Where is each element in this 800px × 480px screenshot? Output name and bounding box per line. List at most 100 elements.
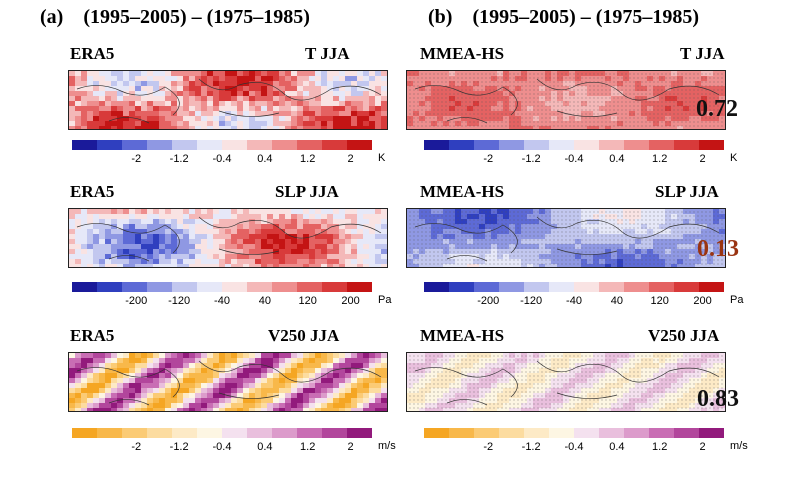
map-field [69, 353, 387, 411]
coastline [76, 216, 382, 262]
colorbar-swatch [474, 140, 499, 150]
correlation-value: 0.83 [697, 386, 739, 412]
map-panel [68, 70, 388, 130]
coastline [76, 78, 382, 124]
map-panel [406, 352, 726, 412]
colorbar-tick-label: -2 [483, 153, 494, 165]
panel-variable-label: V250 JJA [648, 326, 720, 345]
colorbar-swatch [449, 428, 474, 438]
colorbar-tick-label: 0.4 [609, 153, 625, 165]
map-field [69, 71, 387, 129]
panel-variable-label: T JJA [305, 44, 350, 63]
colorbar-swatch [172, 140, 197, 150]
colorbar-tick-label: 120 [650, 295, 669, 307]
colorbar-swatch [674, 140, 699, 150]
colorbar-tick-label: 0.4 [609, 441, 625, 453]
colorbar-tick-label: 0.4 [257, 153, 273, 165]
colorbar-swatch [322, 282, 347, 292]
colorbar-tick-label: -40 [214, 295, 230, 307]
colorbar-swatch [72, 140, 97, 150]
colorbar-swatch [147, 140, 172, 150]
colorbar-swatch [197, 282, 222, 292]
colorbar-tick-label: 2 [699, 441, 706, 453]
colorbar-swatch [674, 428, 699, 438]
coastline [76, 360, 382, 406]
colorbar-swatch [699, 140, 724, 150]
colorbar-unit: m/s [378, 440, 396, 452]
colorbar-tick-label: -0.4 [564, 441, 584, 453]
colorbar [72, 428, 372, 438]
colorbar-swatch [574, 282, 599, 292]
map-field [407, 71, 725, 129]
colorbar [424, 282, 724, 292]
colorbar-swatch [474, 428, 499, 438]
colorbar-swatch [247, 428, 272, 438]
colorbar-swatch [699, 282, 724, 292]
colorbar-swatch [322, 428, 347, 438]
map-field [407, 209, 725, 267]
colorbar [424, 428, 724, 438]
colorbar-tick-label: -2 [131, 153, 142, 165]
panel-source-label: ERA5 [70, 326, 115, 345]
colorbar-swatch [599, 282, 624, 292]
colorbar-swatch [222, 282, 247, 292]
coastline [414, 360, 720, 406]
correlation-value: 0.13 [697, 236, 739, 262]
map-panel [68, 208, 388, 268]
colorbar-swatch [624, 282, 649, 292]
colorbar-tick-label: -1.2 [169, 153, 189, 165]
colorbar-swatch [549, 428, 574, 438]
map-field [407, 353, 725, 411]
panel-source-label: MMEA-HS [420, 182, 505, 201]
colorbar-swatch [297, 140, 322, 150]
colorbar-swatch [574, 428, 599, 438]
colorbar-swatch [147, 428, 172, 438]
colorbar [72, 140, 372, 150]
colorbar-swatch [172, 428, 197, 438]
colorbar-swatch [272, 140, 297, 150]
colorbar-tick-label: 2 [699, 153, 706, 165]
colorbar-swatch [624, 140, 649, 150]
colorbar-ticks: -2 -1.2 -0.4 0.4 1.2 2 [424, 153, 724, 167]
column-header-b: (b) (1995–2005) – (1975–1985) [428, 6, 699, 29]
column-title: (1995–2005) – (1975–1985) [83, 6, 310, 28]
panel-source-label: MMEA-HS [420, 44, 505, 63]
colorbar-tick-label: 40 [258, 295, 271, 307]
colorbar-tick-label: -0.4 [564, 153, 584, 165]
colorbar-swatch [674, 282, 699, 292]
coastline [414, 78, 720, 124]
panel-source-label: MMEA-HS [420, 326, 505, 345]
colorbar-swatch [272, 428, 297, 438]
colorbar-tick-label: -0.4 [212, 153, 232, 165]
colorbar-tick-label: 1.2 [652, 441, 668, 453]
colorbar-swatch [524, 140, 549, 150]
colorbar-swatch [347, 140, 372, 150]
colorbar-swatch [424, 282, 449, 292]
colorbar-swatch [524, 428, 549, 438]
colorbar-swatch [599, 140, 624, 150]
column-tag: (a) [40, 6, 64, 28]
column-title: (1995–2005) – (1975–1985) [472, 6, 700, 28]
colorbar-tick-label: -1.2 [521, 153, 541, 165]
colorbar-tick-label: -1.2 [169, 441, 189, 453]
colorbar-swatch [322, 140, 347, 150]
correlation-value: 0.72 [696, 96, 738, 122]
colorbar-swatch [347, 282, 372, 292]
panel-source-label: ERA5 [70, 182, 115, 201]
colorbar-tick-label: -2 [483, 441, 494, 453]
column-header-a: (a) (1995–2005) – (1975–1985) [40, 6, 310, 29]
colorbar-ticks: -2 -1.2 -0.4 0.4 1.2 2 [72, 153, 372, 167]
colorbar-swatch [197, 140, 222, 150]
map-panel [406, 208, 726, 268]
colorbar-swatch [97, 428, 122, 438]
colorbar-tick-label: -1.2 [521, 441, 541, 453]
colorbar-tick-label: 1.2 [652, 153, 668, 165]
colorbar-swatch [97, 140, 122, 150]
map-panel [68, 352, 388, 412]
colorbar-unit: m/s [730, 440, 748, 452]
colorbar-swatch [97, 282, 122, 292]
colorbar-swatch [347, 428, 372, 438]
colorbar-swatch [549, 140, 574, 150]
colorbar-tick-label: -0.4 [212, 441, 232, 453]
colorbar-tick-label: -2 [131, 441, 142, 453]
